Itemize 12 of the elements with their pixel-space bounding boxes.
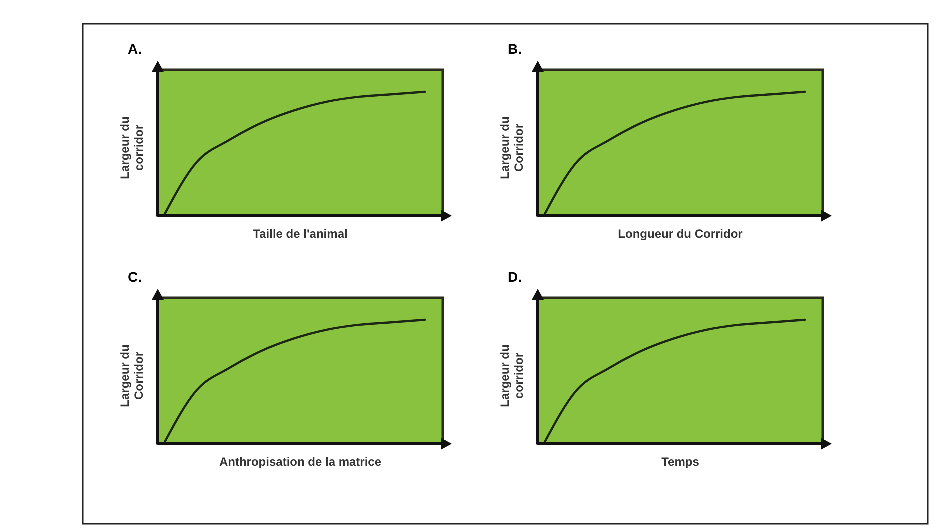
chart-title: C. <box>128 269 142 285</box>
x-axis-title: Anthropisation de la matrice <box>219 455 382 469</box>
y-axis-title: Largeur du Corridor <box>118 344 146 408</box>
x-axis-title: Temps <box>662 455 700 469</box>
x-axis-title: Longueur du Corridor <box>618 227 744 241</box>
x-axis-title: Taille de l'animal <box>253 227 348 241</box>
chart-title: D. <box>508 269 522 285</box>
chart-title: A. <box>128 41 142 57</box>
y-axis-title: Largeur du corridor <box>118 116 146 180</box>
y-axis-title: Largeur du corridor <box>498 344 526 408</box>
chart-title: B. <box>508 41 522 57</box>
y-axis-title: Largeur du Corridor <box>498 116 526 180</box>
